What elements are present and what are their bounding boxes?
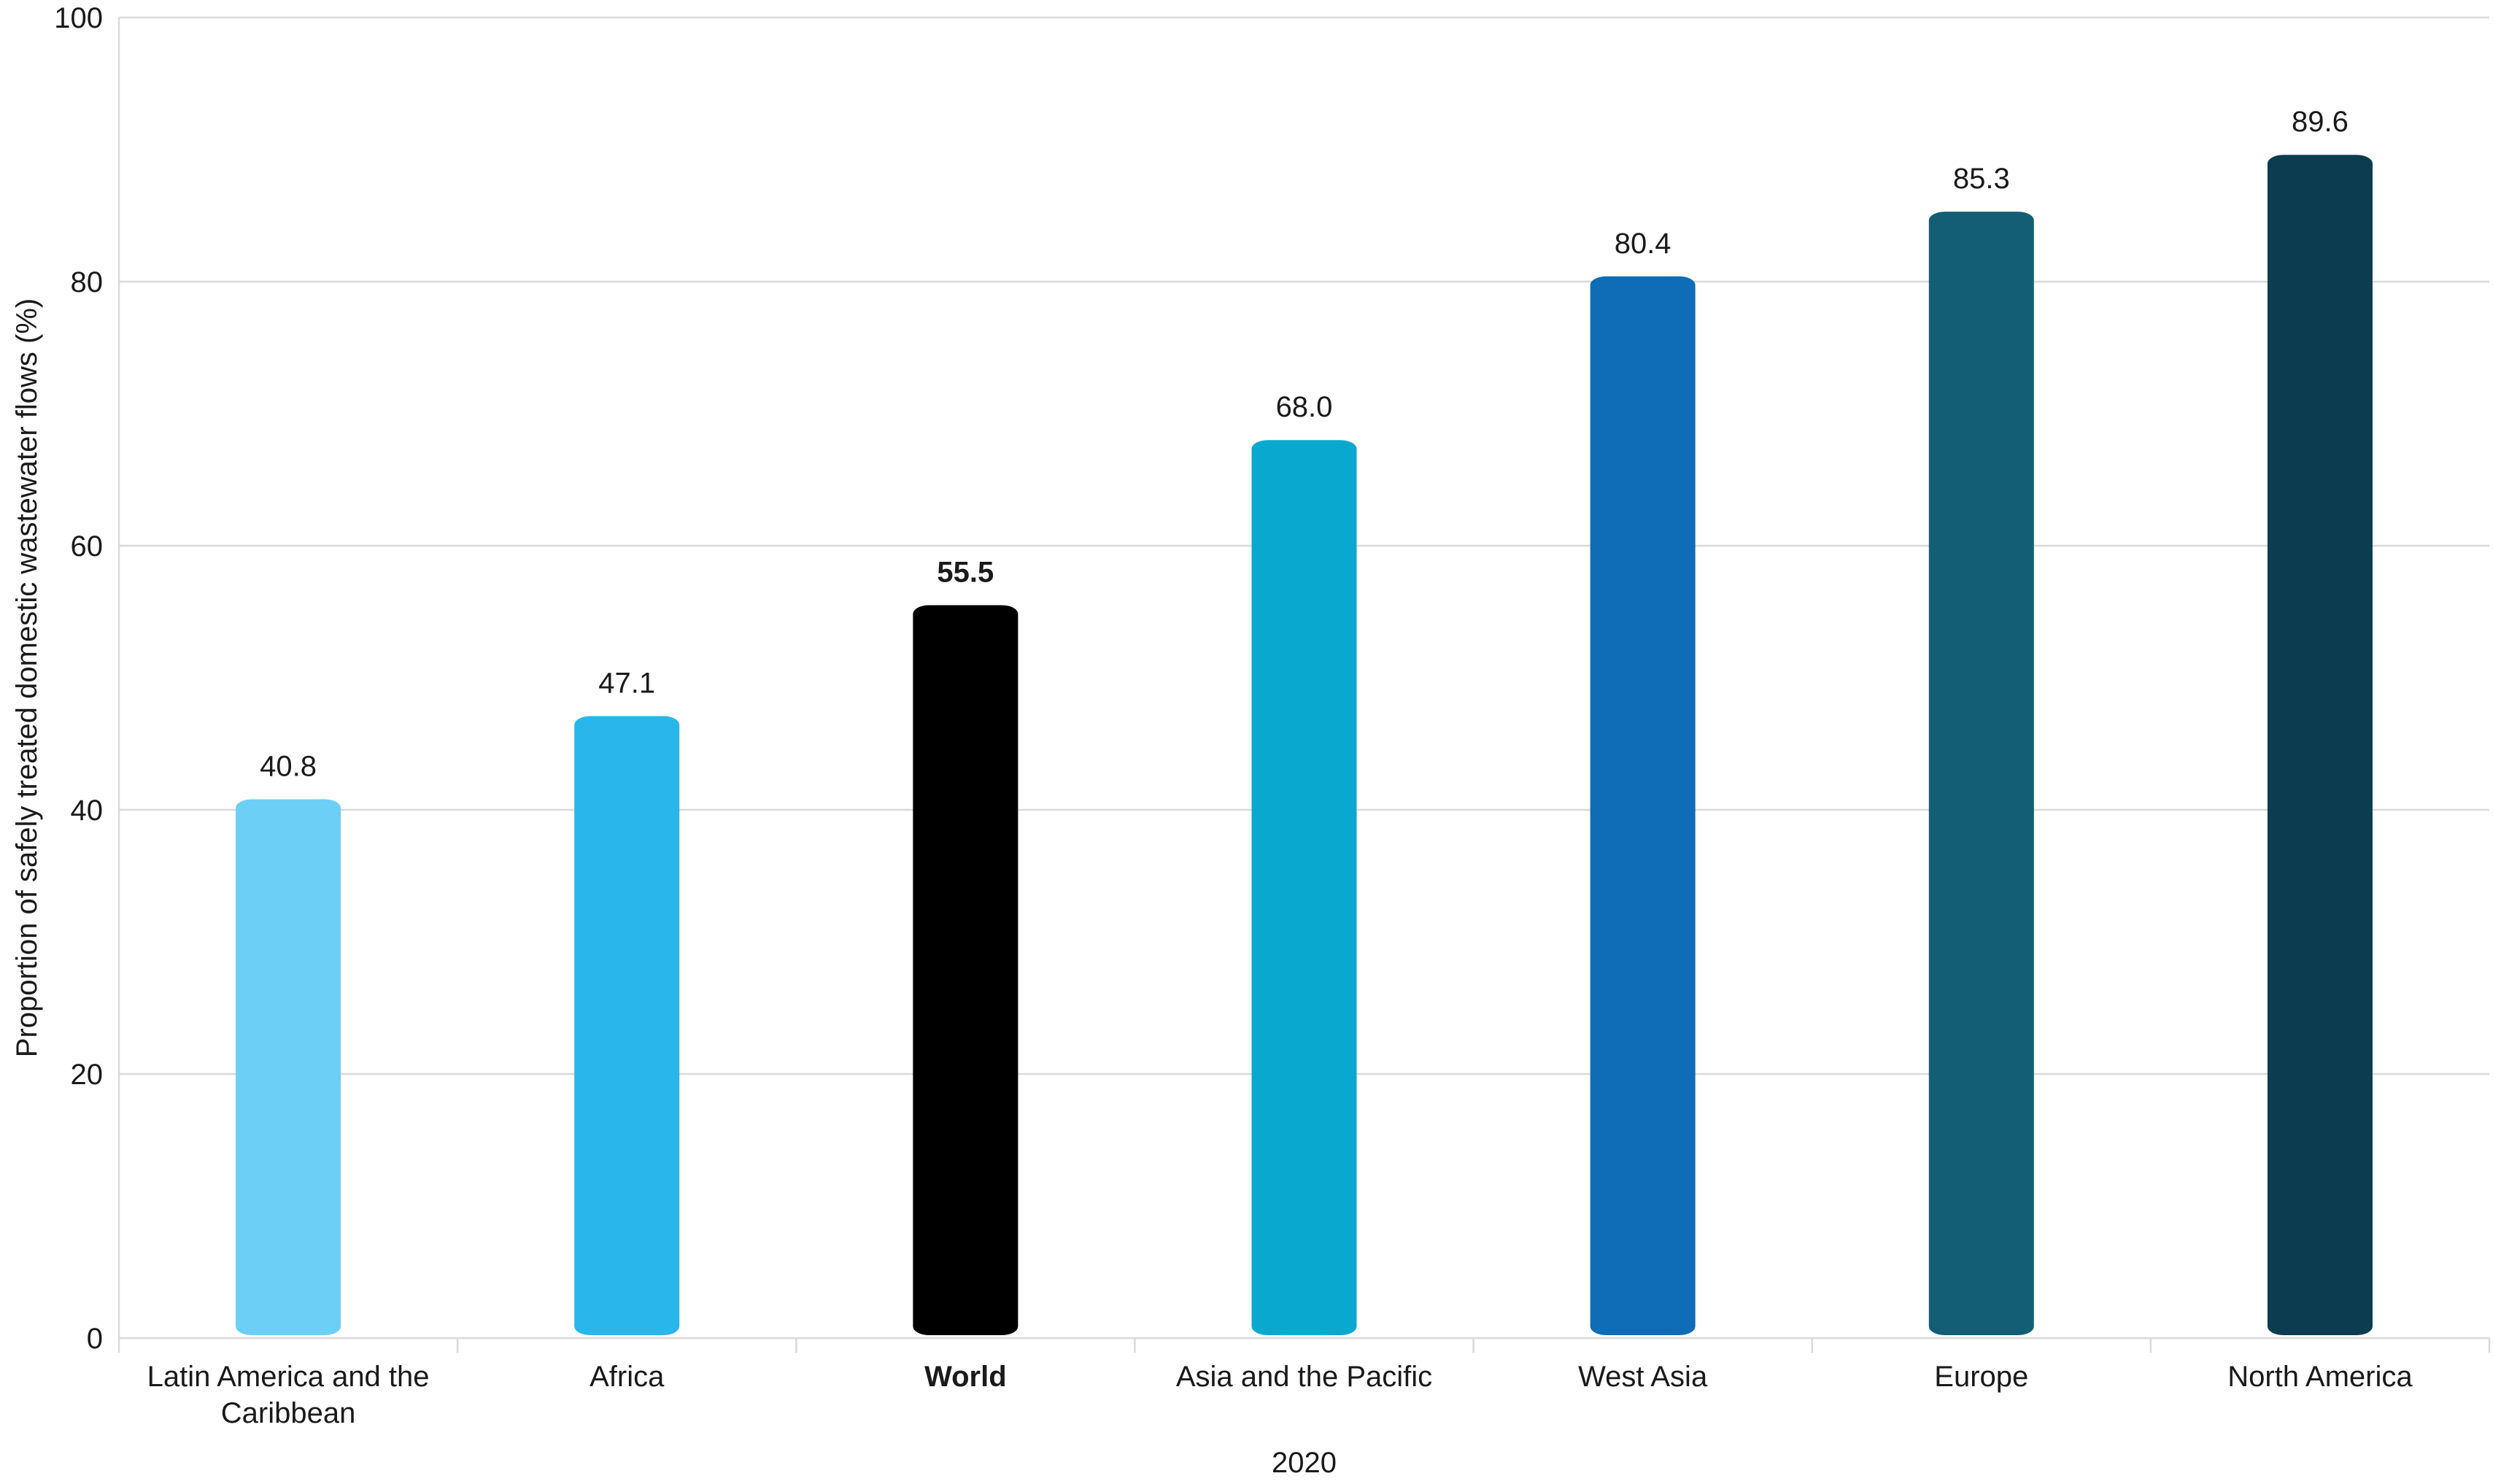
y-tick-label: 20 xyxy=(71,1059,104,1091)
x-tick-label: Asia and the Pacific xyxy=(1176,1361,1432,1393)
x-tick-label: Europe xyxy=(1934,1361,2028,1393)
y-tick-label: 100 xyxy=(54,2,103,34)
y-tick-label: 80 xyxy=(71,266,104,298)
data-label: 47.1 xyxy=(598,667,655,699)
bars xyxy=(236,155,2373,1336)
x-tick-label: West Asia xyxy=(1578,1361,1708,1393)
x-tick-label: Latin America and the Caribbean xyxy=(147,1361,430,1429)
y-tick-label: 60 xyxy=(71,530,104,563)
data-label: 40.8 xyxy=(260,751,317,783)
x-axis-title: 2020 xyxy=(1272,1447,1337,1479)
y-tick-label: 40 xyxy=(71,795,104,827)
bar xyxy=(913,605,1019,1335)
data-label: 55.5 xyxy=(937,556,994,588)
labels: 0 20 40 60 80 100 40.8 Latin America and the Car… xyxy=(54,2,2413,1429)
y-tick-label: 0 xyxy=(87,1323,103,1355)
x-tick-label: Africa xyxy=(590,1361,665,1393)
data-label: 80.4 xyxy=(1615,228,1671,260)
y-axis-title: Proportion of safely treated domestic wa… xyxy=(11,298,43,1057)
data-label: 85.3 xyxy=(1953,163,2010,195)
axes xyxy=(117,18,2491,1353)
x-tick-label: North America xyxy=(2227,1361,2413,1393)
bar xyxy=(574,716,680,1335)
bar xyxy=(1251,440,1357,1336)
data-label: 89.6 xyxy=(2292,106,2349,138)
bar xyxy=(236,799,341,1335)
data-label: 68.0 xyxy=(1276,391,1333,423)
bar xyxy=(1590,276,1696,1335)
bar xyxy=(1928,212,2034,1335)
x-tick-label: World xyxy=(924,1361,1007,1393)
bar xyxy=(2267,155,2373,1336)
